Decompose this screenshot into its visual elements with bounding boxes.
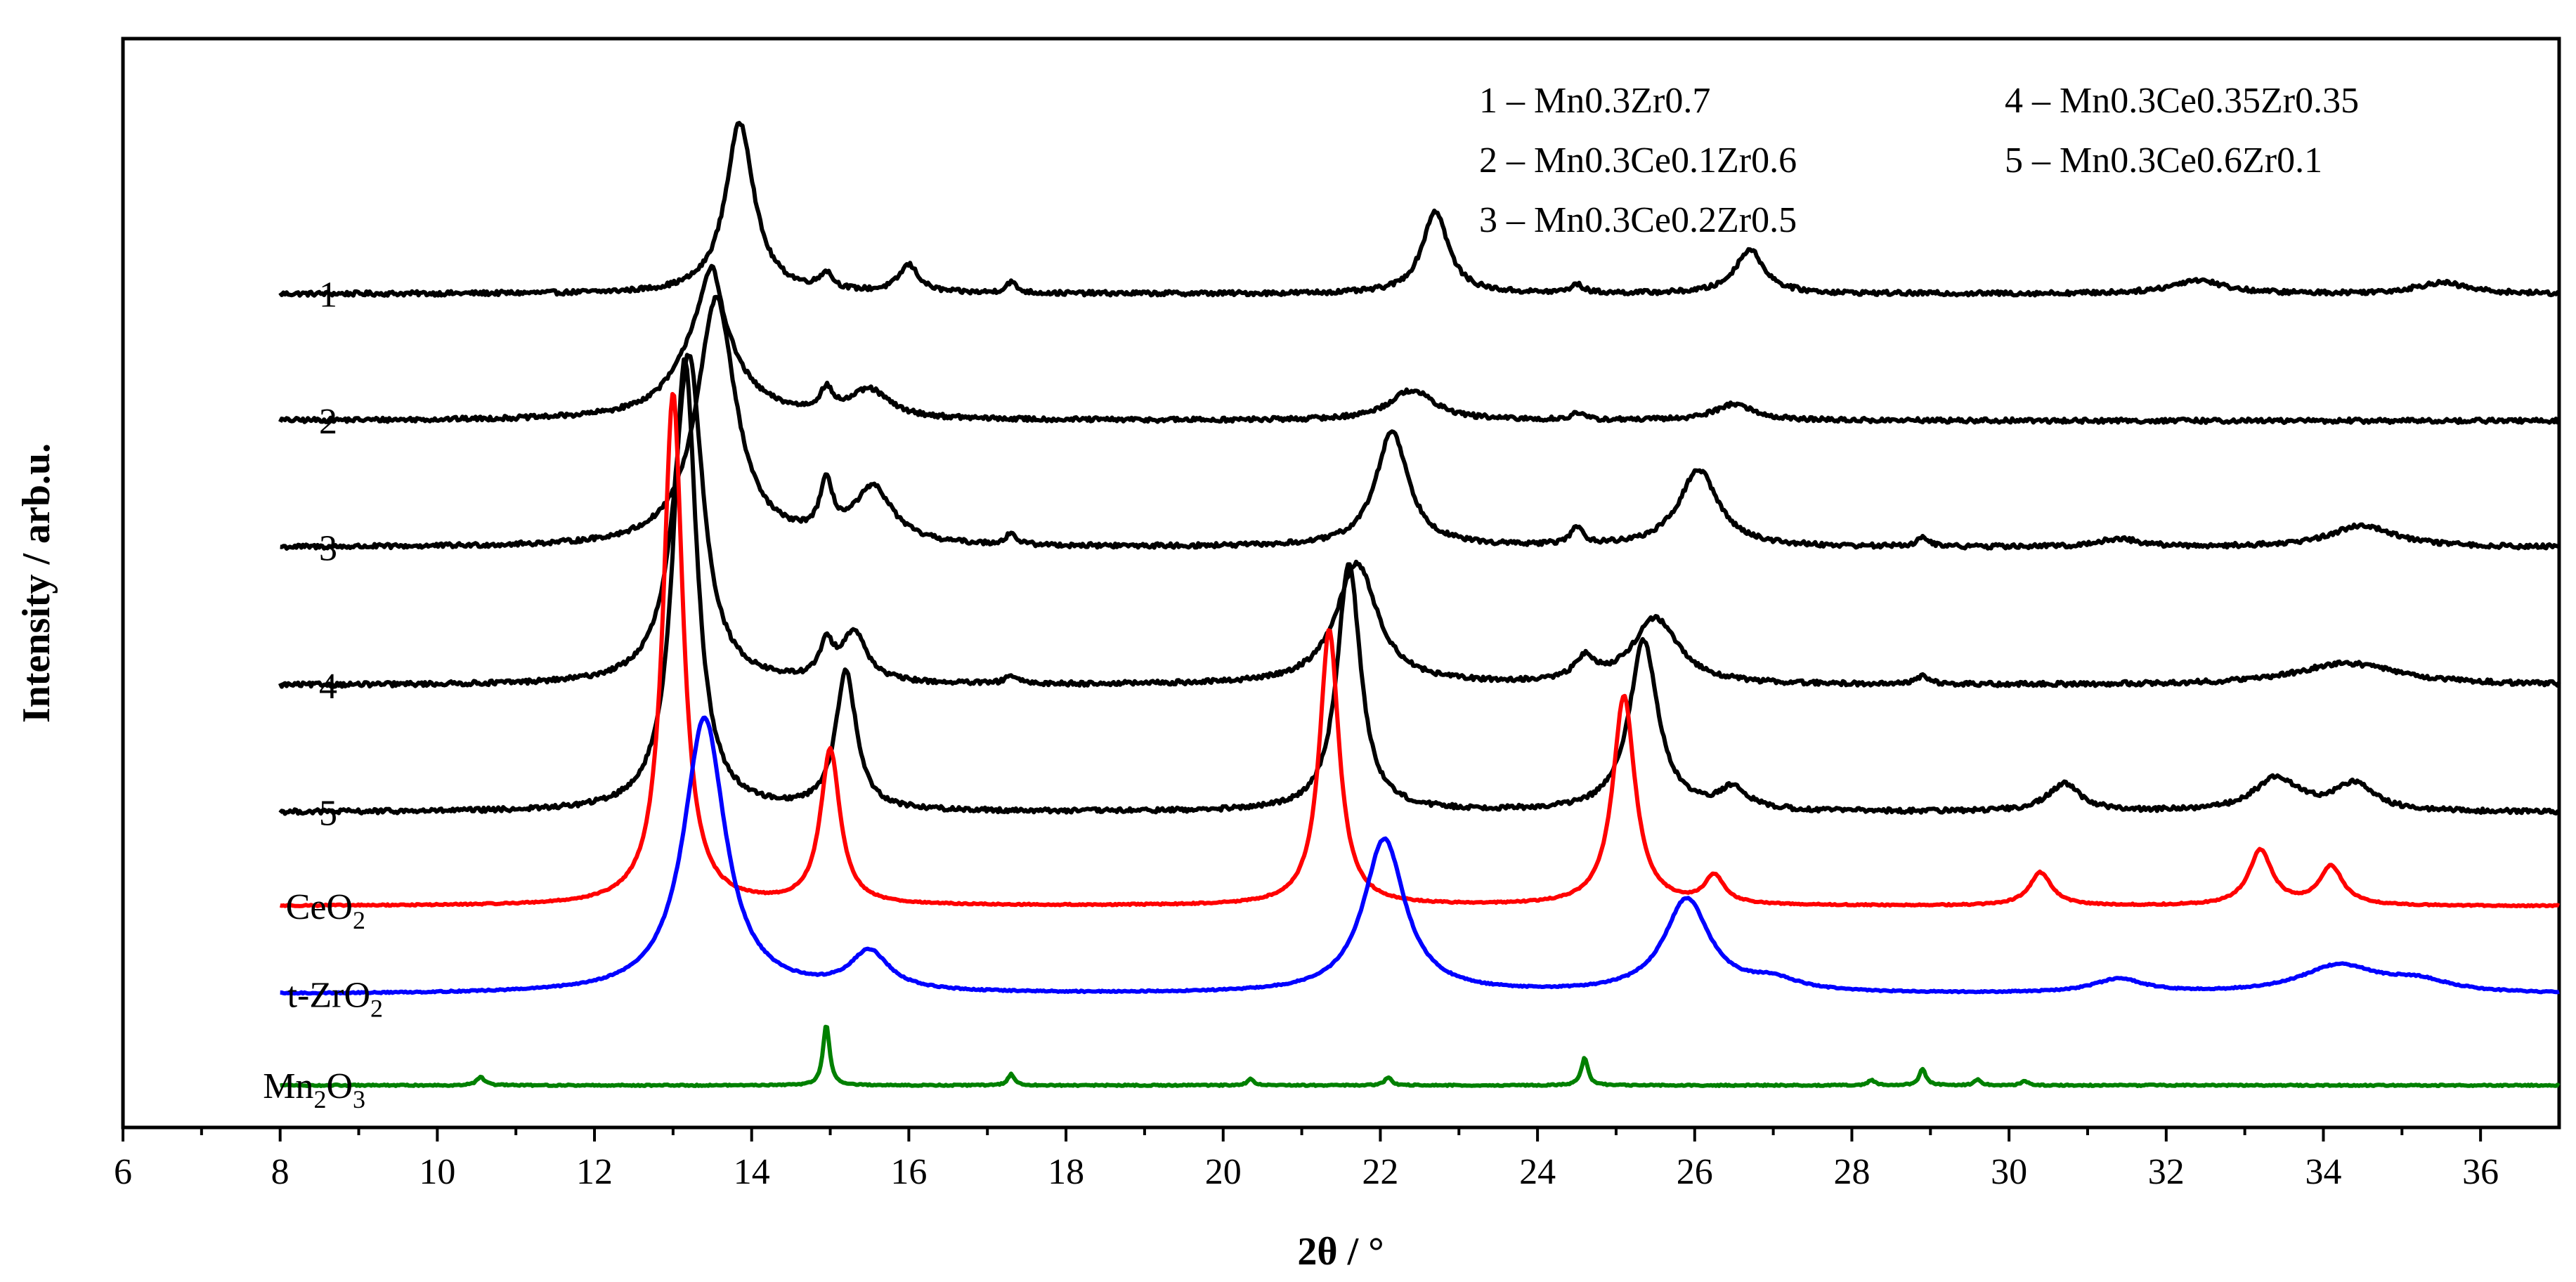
series-label-2: 2 — [319, 402, 337, 442]
series-line-Mn2O3 — [280, 1024, 2561, 1088]
series-label-Mn2O3: Mn2O3 — [263, 1066, 365, 1113]
x-tick-label-24: 24 — [1519, 1152, 1556, 1192]
legend-entry-4: 4 – Mn0.3Ce0.35Zr0.35 — [2005, 81, 2359, 121]
x-tick-label-30: 30 — [1991, 1152, 2027, 1192]
series-line-5 — [278, 357, 2561, 816]
x-tick-label-26: 26 — [1677, 1152, 1713, 1192]
legend-entry-3: 3 – Mn0.3Ce0.2Zr0.5 — [1479, 200, 1797, 240]
x-tick-label-34: 34 — [2305, 1152, 2341, 1192]
series-line-3 — [280, 294, 2561, 551]
legend: 1 – Mn0.3Zr0.7 2 – Mn0.3Ce0.1Zr0.6 3 – M… — [1479, 81, 2359, 240]
legend-entry-2: 2 – Mn0.3Ce0.1Zr0.6 — [1479, 140, 1797, 181]
x-tick-label-18: 18 — [1048, 1152, 1084, 1192]
x-tick-label-20: 20 — [1205, 1152, 1242, 1192]
series-label-4: 4 — [319, 667, 337, 707]
series-label-5: 5 — [319, 793, 337, 833]
series-line-t-ZrO2 — [280, 715, 2560, 996]
series-line-4 — [278, 353, 2561, 689]
series-line-2 — [278, 263, 2560, 425]
x-tick-label-22: 22 — [1362, 1152, 1398, 1192]
legend-entry-1: 1 – Mn0.3Zr0.7 — [1479, 81, 1710, 121]
series-line-CeO2 — [279, 392, 2561, 909]
x-tick-label-6: 6 — [114, 1152, 132, 1192]
plot-frame — [121, 37, 2561, 1130]
x-tick-label-36: 36 — [2462, 1152, 2499, 1192]
series-line-1 — [278, 121, 2560, 298]
series-label-3: 3 — [319, 529, 337, 569]
x-tick-label-28: 28 — [1833, 1152, 1870, 1192]
series-label-group: 1 2 3 4 5 CeO2 t-ZrO2 Mn2O3 — [263, 275, 383, 1113]
x-tick-label-12: 12 — [576, 1152, 613, 1192]
x-tick-label-16: 16 — [890, 1152, 927, 1192]
series-label-t-ZrO2: t-ZrO2 — [287, 975, 383, 1022]
x-tick-label-8: 8 — [271, 1152, 290, 1192]
series-group — [278, 121, 2561, 1088]
series-label-CeO2: CeO2 — [286, 887, 365, 934]
series-label-1: 1 — [319, 275, 337, 315]
x-axis-ticks: 6 8 10 12 14 16 18 20 22 24 26 28 30 32 34 36 — [114, 1127, 2499, 1192]
x-tick-label-10: 10 — [419, 1152, 455, 1192]
x-tick-label-32: 32 — [2148, 1152, 2185, 1192]
y-axis-title: Intensity / arb.u. — [15, 443, 58, 723]
legend-entry-5: 5 – Mn0.3Ce0.6Zr0.1 — [2005, 140, 2322, 181]
x-tick-label-14: 14 — [734, 1152, 770, 1192]
x-axis-title: 2θ / ° — [1297, 1230, 1384, 1274]
